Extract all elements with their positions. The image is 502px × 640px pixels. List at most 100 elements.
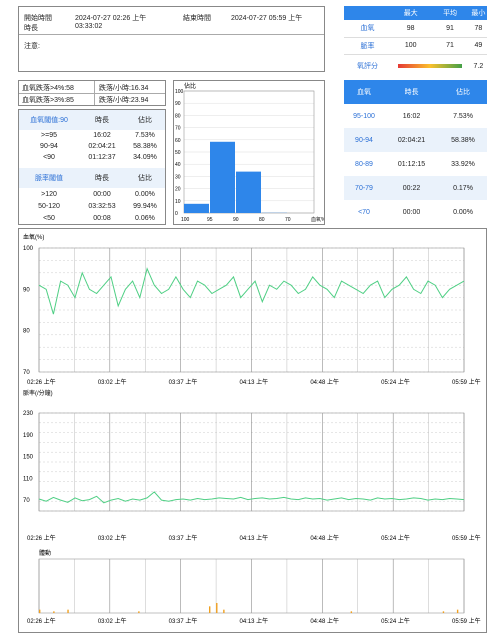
score-value: 7.2 (473, 62, 484, 70)
motion-bar (350, 611, 353, 613)
trend-charts: 血氧(%) 70 80 90 100 02:26 上午 03:02 上午 03:37 上午 04… (23, 233, 481, 625)
x-tick-label: 04:48 上午 (310, 378, 339, 386)
x-tick-label: 03:37 上午 (169, 378, 198, 386)
histogram-x-tick: 100 (181, 217, 190, 223)
end-label: 結束時間 (183, 15, 211, 22)
table-cell: <90 (43, 154, 55, 161)
histogram-y-tick: 30 (175, 174, 181, 180)
table-cell: 01:12:15 (397, 160, 426, 168)
table-cell: 00:22 (402, 184, 421, 192)
y-tick-label: 70 (23, 498, 30, 504)
drop-4pct: 血氧跌落>4%:58 (22, 85, 74, 92)
x-tick-label: 02:26 上午 (27, 534, 56, 542)
x-tick-label: 04:13 上午 (240, 617, 269, 625)
motion-bar (216, 603, 218, 613)
score-gradient-bar (398, 64, 463, 69)
score-label: 氧評分 (357, 63, 378, 71)
table-cell: 00:08 (93, 214, 111, 222)
histogram-y-tick: 50 (175, 150, 181, 156)
x-tick-label: 05:59 上午 (452, 378, 481, 386)
table-cell: 99.94% (133, 202, 157, 210)
summary-cell: 49 (469, 37, 487, 55)
table-cell: 16:02 (402, 112, 421, 120)
motion-bar (223, 609, 225, 613)
duration-value: 03:33:02 (75, 23, 103, 30)
y-tick-label: 110 (23, 476, 33, 482)
histogram-chart: 佔比 0 10 20 30 40 50 60 70 80 90 100 100 95 90 80 70 血氧% (175, 82, 324, 223)
range-col: 佔比 (439, 80, 487, 104)
y-tick-label: 80 (23, 329, 30, 335)
table-cell: 02:04:21 (397, 136, 426, 144)
drops-vdivider (94, 81, 95, 105)
x-tick-label: 02:26 上午 (27, 617, 56, 625)
histogram-x-tick: 血氧% (311, 216, 324, 223)
summary-table: 最大 平均 最小 血氧 98 91 78 脈率 100 71 49 氧評分 7.… (344, 6, 487, 78)
y-tick-label: 190 (23, 433, 34, 439)
histogram-title: 佔比 (184, 82, 196, 90)
x-tick-label: 05:24 上午 (381, 534, 410, 542)
chart-frame (38, 558, 465, 614)
motion-bar (442, 611, 445, 613)
y-tick-label: 150 (23, 455, 34, 461)
table-cell: 01:12:37 (88, 154, 116, 161)
y-tick-label: 100 (23, 246, 34, 252)
x-tick-label: 03:37 上午 (169, 617, 198, 625)
spo2-threshold-col: 佔比 (137, 117, 152, 124)
histogram-x-tick: 90 (233, 217, 239, 223)
drops-panel: 血氧跌落>4%:58 跌落/小時:16.34 血氧跌落>3%:85 跌落/小時:… (18, 80, 166, 106)
table-cell: 58.38% (133, 143, 157, 150)
header-panel: 開始時間 2024-07-27 02:26 上午 結束時間 2024-07-27… (18, 6, 325, 72)
y-tick-label: 70 (23, 370, 30, 376)
histogram-y-tick: 70 (175, 126, 181, 132)
histogram-y-tick: 80 (175, 113, 181, 119)
range-label: 95-100 (353, 112, 375, 120)
series-line (38, 491, 465, 504)
summary-col-avg: 平均 (430, 6, 470, 20)
motion-bar (39, 609, 41, 613)
table-cell: 0.17% (453, 184, 473, 192)
histogram-y-tick: 100 (175, 89, 184, 95)
drop-3pct: 血氧跌落>3%:85 (22, 97, 74, 104)
histogram-y-tick: 20 (175, 187, 181, 193)
summary-col-max: 最大 (391, 6, 431, 20)
table-cell: 34.09% (133, 154, 157, 161)
summary-cell: 78 (469, 20, 487, 38)
chart-title: 脈率(/分鐘) (23, 389, 53, 397)
table-cell: 02:04:21 (88, 143, 116, 150)
table-cell: 0.00% (453, 208, 473, 216)
chart-frame (38, 412, 465, 512)
table-cell: 33.92% (451, 160, 475, 168)
chart-frame (38, 247, 465, 373)
range-label: 80-89 (355, 160, 373, 168)
histogram-y-tick: 60 (175, 138, 181, 144)
header-divider (19, 34, 324, 35)
histogram-x-tick: 80 (259, 217, 265, 223)
table-cell: 00:00 (402, 208, 421, 216)
summary-col-min: 最小 (469, 6, 487, 20)
start-label: 開始時間 (24, 15, 52, 22)
motion-bar (67, 609, 69, 613)
motion-bar (53, 611, 55, 613)
summary-cell: 98 (391, 20, 431, 38)
drops-divider (19, 93, 165, 94)
x-tick-label: 05:59 上午 (452, 617, 481, 625)
y-tick-label: 230 (23, 411, 34, 417)
motion-bar (138, 611, 140, 613)
y-tick-label: 90 (23, 287, 30, 293)
summary-cell: 100 (391, 37, 431, 55)
table-cell: 50-120 (38, 202, 60, 210)
histogram-panel: 佔比 0 10 20 30 40 50 60 70 80 90 100 100 95 90 80 70 血氧% (173, 80, 325, 225)
histogram-y-tick: 90 (175, 101, 181, 107)
spo2-threshold-table: 血氧閾值:90 時長 佔比 >=95 16:02 7.53% 90-94 02:04:… (19, 110, 165, 163)
histogram-bar (236, 171, 261, 213)
table-cell: 7.53% (453, 112, 473, 120)
summary-row-label: 血氧 (344, 20, 391, 38)
x-tick-label: 03:37 上午 (169, 534, 198, 542)
histogram-x-tick: 95 (207, 217, 213, 223)
threshold-panel: 血氧閾值:90 時長 佔比 >=95 16:02 7.53% 90-94 02:04:… (18, 109, 166, 225)
histogram-y-tick: 10 (175, 199, 181, 205)
score-bar-cell (391, 54, 470, 78)
table-cell: 7.53% (135, 132, 155, 139)
range-label: <70 (358, 208, 370, 216)
charts-panel: 血氧(%) 70 80 90 100 02:26 上午 03:02 上午 03:37 上午 04… (18, 228, 487, 633)
